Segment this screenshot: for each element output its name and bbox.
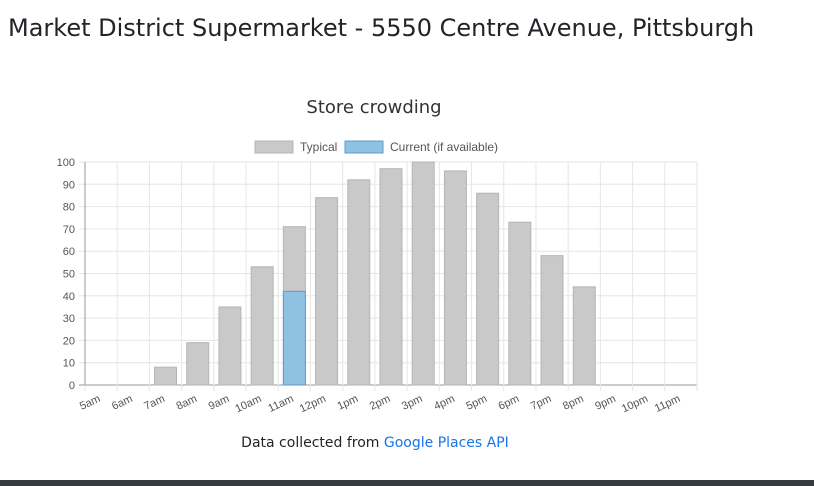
chart-title: Store crowding [306,97,441,118]
y-tick-label: 20 [63,335,75,347]
x-tick-label: 11pm [653,393,682,415]
x-tick-label: 8am [175,393,199,413]
y-tick-label: 90 [63,179,75,191]
data-source-note: Data collected from Google Places API [0,435,750,451]
bar-typical-10am[interactable] [250,266,274,386]
chart-bars [154,161,596,386]
bar-typical-9am[interactable] [218,306,242,386]
bar-typical-5pm[interactable] [476,192,500,386]
legend-swatch-current[interactable] [344,140,384,154]
bar-typical-7am[interactable] [154,366,178,386]
x-tick-label: 2pm [368,393,392,413]
bar-typical-8am[interactable] [186,342,210,386]
y-tick-label: 70 [63,224,75,236]
x-tick-label: 8pm [561,393,585,413]
y-tick-label: 50 [63,269,75,281]
y-tick-label: 80 [63,202,75,214]
bar-current-11am[interactable] [282,290,306,386]
bar-typical-7pm[interactable] [540,255,564,386]
y-axis: 0 10 20 30 40 50 60 70 80 90 100 [57,157,75,392]
bottom-bar [0,480,814,486]
x-tick-label: 3pm [400,393,424,413]
data-source-prefix: Data collected from [241,435,384,451]
bar-typical-8pm[interactable] [572,286,596,386]
y-tick-label: 40 [63,291,75,303]
bar-typical-12pm[interactable] [315,197,339,386]
x-tick-label: 7am [142,393,166,413]
y-tick-label: 10 [63,358,75,370]
x-axis: 5am 6am 7am 8am 9am 10am 11am 12pm 1pm 2pm 3pm 4pm 5… [78,393,682,416]
x-tick-label: 10am [233,393,263,416]
bar-typical-4pm[interactable] [443,170,467,386]
y-tick-label: 30 [63,313,75,325]
x-tick-label: 9am [207,393,231,413]
bar-typical-1pm[interactable] [347,179,371,386]
y-tick-label: 0 [69,380,75,392]
x-tick-label: 1pm [336,393,360,413]
store-crowding-chart: Store crowding Typical Current (if avail… [57,97,698,416]
y-tick-label: 60 [63,246,75,258]
google-places-api-link[interactable]: Google Places API [383,435,509,451]
x-tick-label: 5am [78,393,102,413]
page-title: Market District Supermarket - 5550 Centr… [8,14,755,42]
bar-typical-6pm[interactable] [508,221,532,386]
x-tick-label: 6pm [497,393,521,413]
x-tick-label: 12pm [298,393,328,416]
x-tick-label: 11am [266,393,295,415]
x-tick-label: 5pm [464,393,488,413]
legend-swatch-typical[interactable] [254,140,294,154]
x-tick-label: 6am [110,393,134,413]
chart-legend: Typical Current (if available) [254,140,498,154]
legend-label-typical[interactable]: Typical [300,140,337,154]
y-tick-label: 100 [57,157,75,169]
x-tick-label: 4pm [432,393,456,413]
bar-typical-3pm[interactable] [411,161,435,386]
x-tick-label: 9pm [593,393,617,413]
bar-typical-2pm[interactable] [379,168,403,386]
x-tick-label: 7pm [529,393,553,413]
legend-label-current[interactable]: Current (if available) [390,140,498,154]
x-tick-label: 10pm [620,393,650,416]
